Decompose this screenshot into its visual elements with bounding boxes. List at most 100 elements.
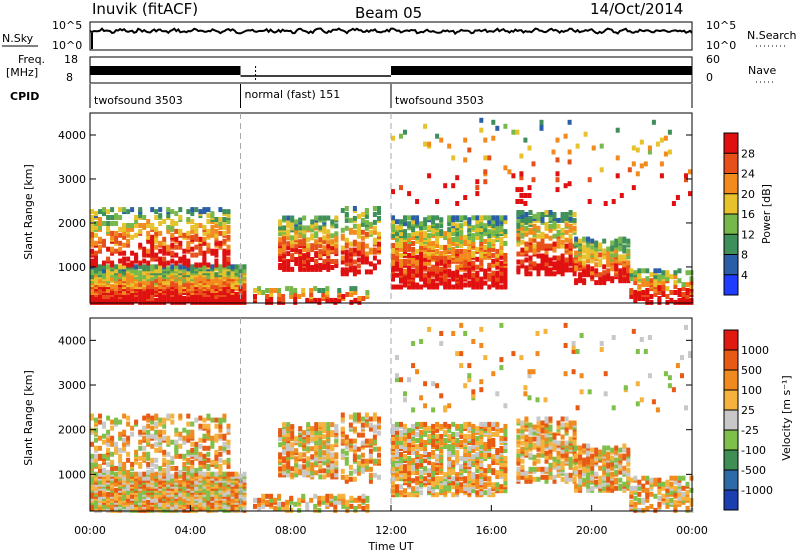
power-cell: [322, 235, 326, 240]
power-cell: [475, 185, 479, 190]
velocity-cell: [395, 484, 399, 489]
velocity-cell: [423, 466, 427, 471]
power-colorbar-swatch: [724, 214, 738, 235]
power-cell: [202, 225, 206, 230]
power-cell: [377, 216, 381, 221]
power-cell: [329, 298, 333, 303]
velocity-cell: [373, 413, 377, 418]
velocity-cell: [537, 453, 541, 458]
velocity-cell: [222, 414, 226, 419]
power-cell: [451, 215, 455, 220]
power-cell: [190, 264, 194, 269]
power-cell: [439, 251, 443, 256]
velocity-cell: [495, 422, 499, 427]
velocity-cell: [194, 468, 198, 473]
power-cell: [537, 212, 541, 217]
velocity-cell: [373, 425, 377, 430]
power-cell: [222, 231, 226, 236]
velocity-cell: [106, 462, 110, 467]
power-cell: [556, 171, 560, 176]
power-cell: [130, 251, 134, 256]
power-cell: [182, 233, 186, 238]
power-cell: [524, 258, 528, 263]
power-cell: [528, 185, 532, 190]
power-cell: [435, 199, 439, 204]
power-cell: [459, 223, 463, 228]
velocity-cell: [341, 413, 345, 418]
power-cell: [110, 284, 114, 289]
power-cell: [419, 221, 423, 226]
velocity-cell: [447, 434, 451, 439]
velocity-cell: [451, 422, 455, 427]
power-cell: [411, 241, 415, 246]
power-cell: [431, 265, 435, 270]
power-cell: [206, 213, 210, 218]
power-cell: [341, 246, 345, 251]
velocity-cell: [210, 436, 214, 441]
power-cell: [602, 270, 606, 275]
power-cell: [98, 209, 102, 214]
power-cell: [110, 215, 114, 220]
velocity-cell: [309, 498, 313, 503]
velocity-cell: [475, 490, 479, 495]
power-cell: [524, 212, 528, 217]
power-cell: [532, 161, 536, 166]
power-cell: [345, 238, 349, 243]
power-cell: [503, 165, 507, 170]
power-cell: [618, 237, 622, 242]
power-cell: [118, 241, 122, 246]
power-cell: [688, 169, 692, 174]
velocity-cell: [491, 422, 495, 427]
velocity-cell: [333, 496, 337, 501]
power-cell: [556, 187, 560, 192]
power-cell: [606, 247, 610, 252]
power-cell: [569, 224, 573, 229]
power-cell: [649, 278, 653, 283]
velocity-cell: [282, 456, 286, 461]
power-cell: [622, 237, 626, 242]
freq-band-0: [90, 66, 241, 75]
velocity-cell: [154, 448, 158, 453]
power-cell: [330, 265, 334, 270]
freq-tick-top: 18: [64, 53, 78, 66]
power-cell: [519, 171, 523, 176]
velocity-cell: [214, 434, 218, 439]
velocity-cell: [182, 428, 186, 433]
power-colorbar-label: 12: [741, 228, 755, 241]
power-cell: [218, 207, 222, 212]
power-cell: [439, 267, 443, 272]
power-cell: [606, 268, 610, 273]
power-cell: [162, 257, 166, 262]
power-cell: [483, 155, 487, 160]
power-cell: [391, 243, 395, 248]
power-cell: [314, 239, 318, 244]
power-cell: [114, 249, 118, 254]
velocity-cell: [407, 456, 411, 461]
velocity-cell: [341, 475, 345, 480]
velocity-cell: [529, 423, 533, 428]
velocity-cell: [483, 482, 487, 487]
power-cell: [214, 272, 218, 277]
velocity-cell: [210, 460, 214, 465]
power-cell: [170, 209, 174, 214]
power-cell: [178, 229, 182, 234]
power-cell: [214, 249, 218, 254]
power-cell: [306, 243, 310, 248]
velocity-cell: [349, 439, 353, 444]
velocity-cell: [198, 416, 202, 421]
power-cell: [455, 249, 459, 254]
power-cell: [578, 239, 582, 244]
power-cell: [286, 251, 290, 256]
velocity-cell: [126, 470, 130, 475]
power-cell: [686, 288, 690, 293]
power-cell: [451, 183, 455, 188]
velocity-cell: [491, 492, 495, 497]
power-cell: [235, 292, 239, 297]
velocity-cell: [202, 446, 206, 451]
velocity-cell: [90, 442, 94, 447]
power-cell: [568, 159, 572, 164]
velocity-cell: [399, 430, 403, 435]
power-cell: [286, 229, 290, 234]
velocity-cell: [487, 488, 491, 493]
velocity-cell: [516, 467, 520, 472]
